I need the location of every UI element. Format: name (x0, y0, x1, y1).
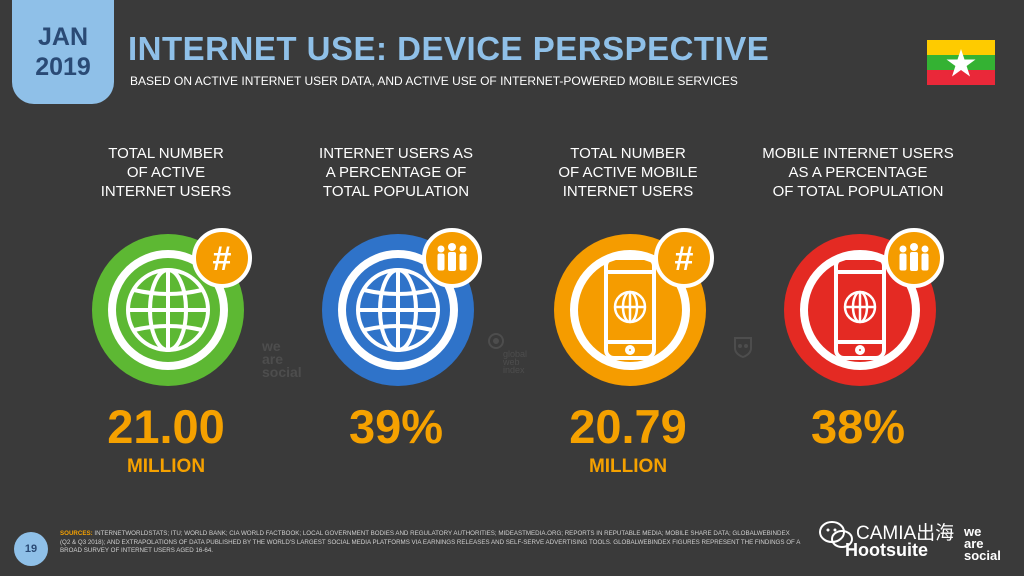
stat-unit: MILLION (588, 456, 668, 477)
globalwebindex-watermark: global web index (503, 349, 528, 375)
people-icon (422, 228, 482, 288)
stat-value: 20.79 (569, 400, 687, 453)
page-subtitle: BASED ON ACTIVE INTERNET USER DATA, AND … (130, 74, 738, 88)
shield-logo-icon (734, 337, 752, 358)
page-number: 19 (14, 532, 48, 566)
stat-value: 21.00 (107, 400, 225, 453)
hootsuite-logo: Hootsuite (845, 540, 928, 560)
globe-icon (322, 228, 482, 386)
smartphone-icon: # (554, 228, 714, 386)
sources-label: SOURCES: (60, 530, 93, 537)
svg-text:#: # (675, 240, 694, 278)
we-are-social-watermark: we are social (262, 338, 302, 380)
stat-label: INTERNET USERS AS A PERCENTAGE OF TOTAL … (319, 145, 473, 200)
hash-icon: # (192, 228, 252, 288)
we-are-social-logo: we are social (964, 524, 1001, 563)
globe-icon: # (92, 228, 252, 386)
stat-unit: MILLION (126, 456, 206, 477)
stat-label: MOBILE INTERNET USERS AS A PERCENTAGE OF… (762, 145, 954, 200)
hash-icon: # (654, 228, 714, 288)
date-year: 2019 (35, 53, 91, 81)
stat-value: 38% (810, 400, 906, 453)
wechat-icon (819, 521, 853, 548)
page-title: INTERNET USE: DEVICE PERSPECTIVE (128, 30, 770, 67)
smartphone-icon (784, 228, 944, 386)
stat-value: 39% (348, 400, 444, 453)
stat-label: TOTAL NUMBER OF ACTIVE INTERNET USERS (100, 145, 232, 200)
myanmar-flag-icon (927, 40, 995, 85)
sources-body: INTERNETWORLDSTATS; ITU; WORLD BANK; CIA… (60, 530, 800, 554)
wechat-watermark: CAMIA出海 (856, 523, 955, 544)
sources-text: SOURCES: INTERNETWORLDSTATS; ITU; WORLD … (60, 530, 800, 556)
date-month: JAN (37, 23, 88, 51)
svg-text:#: # (213, 240, 232, 278)
stat-label: TOTAL NUMBER OF ACTIVE MOBILE INTERNET U… (558, 145, 698, 200)
people-icon (884, 228, 944, 288)
globalwebindex-logo-icon (488, 333, 504, 349)
date-badge: JAN 2019 (12, 0, 114, 104)
